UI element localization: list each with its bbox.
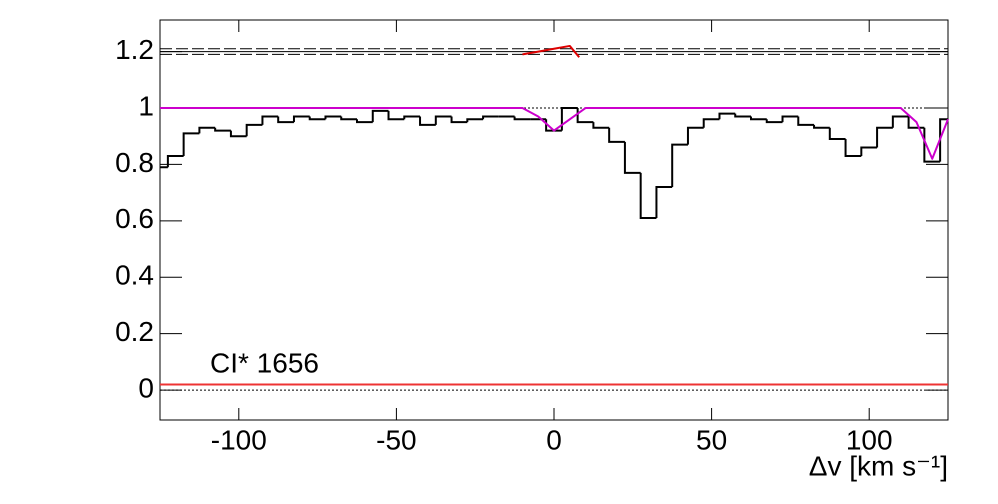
step-bin: [734, 113, 751, 118]
step-bin: [671, 143, 688, 187]
fit-line: [160, 107, 949, 160]
y-tick-label: 0.4: [115, 260, 154, 291]
step-bin: [765, 119, 783, 124]
step-bin: [261, 115, 279, 125]
step-bin: [939, 118, 948, 162]
x-tick-label: -100: [211, 424, 267, 455]
step-bin: [482, 115, 499, 120]
step-bin: [371, 109, 389, 123]
step-bin: [576, 108, 594, 124]
step-bin: [844, 139, 862, 157]
step-bin: [292, 115, 310, 123]
step-bin: [860, 146, 878, 156]
x-tick-label: 50: [696, 424, 727, 455]
step-bin: [813, 124, 830, 129]
fit-line: [522, 44, 580, 58]
step-bin: [308, 116, 326, 121]
step-bin: [356, 119, 373, 124]
step-bin: [797, 116, 815, 126]
y-tick-label: 0: [138, 372, 154, 403]
step-bin: [166, 154, 184, 168]
x-tick-label: 0: [546, 424, 562, 455]
step-bin: [560, 107, 578, 131]
step-bin: [655, 185, 673, 219]
step-bin: [466, 118, 484, 123]
x-tick-label: -50: [376, 424, 416, 455]
step-bin: [245, 123, 263, 137]
step-bin: [686, 126, 704, 145]
step-bin: [419, 116, 436, 126]
step-bin: [403, 115, 421, 120]
step-bin: [608, 127, 625, 143]
step-bin: [891, 115, 909, 128]
step-bin: [623, 141, 641, 174]
y-tick-label: 1.2: [115, 34, 154, 65]
step-bin: [876, 126, 893, 148]
step-bin: [387, 110, 405, 121]
step-bin: [182, 132, 200, 156]
y-tick-label: 0.6: [115, 203, 154, 234]
y-tick-label: 1: [138, 90, 154, 121]
step-bin: [450, 116, 468, 124]
step-bin: [198, 126, 216, 134]
step-bin: [434, 115, 452, 125]
x-tick-label: 100: [846, 424, 893, 455]
step-bin: [592, 122, 610, 129]
y-tick-label: 0.8: [115, 147, 154, 178]
step-bin: [828, 127, 846, 141]
y-tick-label: 0.2: [115, 316, 154, 347]
step-bin: [718, 112, 736, 120]
step-bin: [702, 118, 720, 128]
step-bin: [340, 116, 357, 121]
step-bin: [229, 130, 247, 138]
step-bin: [781, 115, 799, 123]
step-bin: [513, 116, 531, 121]
step-bin: [277, 116, 294, 124]
chart-title: CI* 1656: [210, 347, 319, 378]
step-bin: [639, 172, 657, 220]
step-bin: [214, 127, 231, 132]
step-bin: [324, 115, 342, 120]
x-axis-label: Δv [km s⁻¹]: [809, 450, 948, 481]
step-bin: [750, 116, 767, 121]
